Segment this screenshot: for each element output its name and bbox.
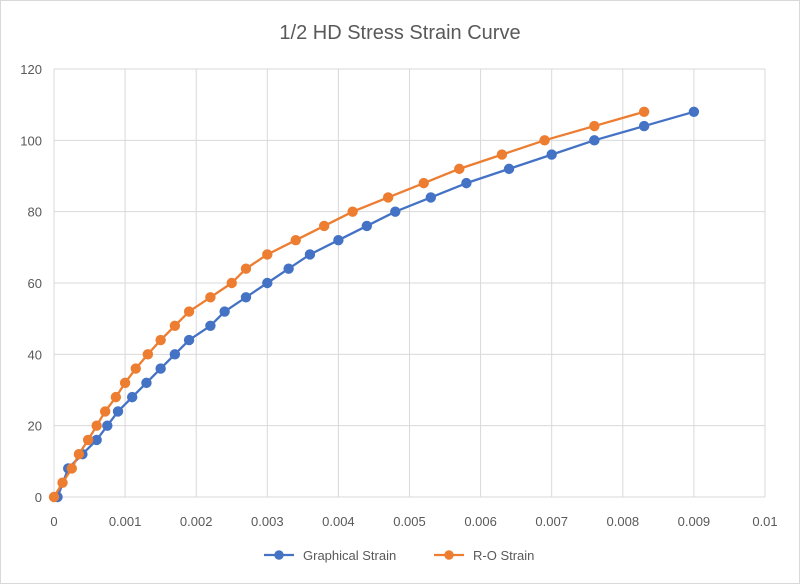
graphical-strain-data-point <box>127 391 138 403</box>
r-o-strain-data-point <box>347 206 358 217</box>
r-o-strain-data-point <box>382 192 394 203</box>
graphical-strain-data-point <box>589 135 600 146</box>
x-tick-label: 0 <box>50 514 57 529</box>
x-tick-label: 0.01 <box>752 514 777 529</box>
y-tick-label: 120 <box>20 62 42 77</box>
x-tick-label: 0.007 <box>535 514 568 529</box>
r-o-strain-data-point <box>73 449 85 460</box>
graphical-strain-data-point <box>546 149 557 160</box>
graphical-strain-data-point <box>688 106 700 118</box>
graphical-strain-data-point <box>304 249 316 260</box>
y-tick-label: 80 <box>28 205 42 220</box>
graphical-strain-data-point <box>240 292 252 303</box>
r-o-strain-data-point <box>82 434 94 446</box>
r-o-strain-data-point <box>205 292 216 303</box>
series-layer <box>48 106 700 503</box>
x-tick-label: 0.009 <box>678 514 711 529</box>
graphical-strain-data-point <box>333 235 344 246</box>
y-tick-label: 60 <box>28 276 42 291</box>
graphical-strain-data-point <box>503 163 515 175</box>
r-o-strain-data-point <box>318 220 330 232</box>
graphical-strain-data-point <box>155 363 166 374</box>
graphical-strain-legend-marker <box>274 550 284 560</box>
r-o-strain-data-point <box>99 406 111 417</box>
graphical-strain-data-point <box>390 206 401 217</box>
y-tick-label: 100 <box>20 133 42 148</box>
x-tick-label: 0.001 <box>109 514 142 529</box>
r-o-strain-data-point <box>454 163 465 175</box>
graphical-strain-data-point <box>283 263 294 274</box>
r-o-strain-data-point <box>66 463 77 474</box>
graphical-strain-data-point <box>91 434 102 446</box>
r-o-strain-data-point <box>240 263 252 274</box>
graphical-strain-legend-label: Graphical Strain <box>303 548 396 563</box>
tick-labels: 0 20 40 60 80 100 120 0 0.001 0.002 0.003 0.004 0.00… <box>20 62 777 529</box>
r-o-strain-data-point <box>290 235 301 246</box>
y-tick-label: 0 <box>35 490 42 505</box>
x-tick-label: 0.004 <box>322 514 355 529</box>
x-tick-label: 0.005 <box>393 514 426 529</box>
r-o-strain-data-point <box>418 177 429 189</box>
r-o-strain-data-point <box>638 106 650 118</box>
r-o-strain-data-point <box>539 135 550 146</box>
x-tick-label: 0.003 <box>251 514 284 529</box>
x-tick-label: 0.008 <box>607 514 640 529</box>
graphical-strain-data-point <box>461 177 472 189</box>
graphical-strain-data-point <box>112 406 124 417</box>
graphical-strain-data-point <box>219 306 230 317</box>
legend: Graphical Strain R-O Strain <box>264 548 534 563</box>
r-o-strain-data-point <box>226 277 237 289</box>
graphical-strain-data-point <box>205 320 216 331</box>
graphical-strain-data-point <box>638 120 650 132</box>
x-tick-label: 0.006 <box>464 514 497 529</box>
r-o-strain-data-point <box>91 420 102 431</box>
graphical-strain-data-point <box>361 220 373 232</box>
r-o-strain-data-point <box>496 149 508 160</box>
r-o-strain-series-line <box>52 110 646 499</box>
graphical-strain-data-point <box>169 349 181 360</box>
graphical-strain-data-point <box>102 420 113 431</box>
r-o-strain-data-point <box>48 491 60 503</box>
graphical-strain-data-point <box>262 277 273 289</box>
graphical-strain-data-point <box>183 334 195 346</box>
r-o-strain-data-point <box>183 306 195 317</box>
r-o-strain-data-point <box>110 391 122 403</box>
r-o-strain-data-point <box>119 377 131 389</box>
grid <box>53 68 766 498</box>
graphical-strain-data-point <box>141 377 152 389</box>
x-tick-label: 0.002 <box>180 514 213 529</box>
chart-title: 1/2 HD Stress Strain Curve <box>279 22 520 44</box>
graphical-strain-series-line <box>56 110 696 499</box>
r-o-strain-legend-label: R-O Strain <box>473 548 534 563</box>
r-o-strain-data-point <box>155 334 166 346</box>
r-o-strain-data-point <box>57 477 68 488</box>
y-tick-label: 40 <box>28 347 42 362</box>
graphical-strain-data-point <box>425 192 437 203</box>
r-o-strain-data-point <box>142 349 154 360</box>
r-o-strain-data-point <box>262 249 273 260</box>
r-o-strain-data-point <box>589 120 600 132</box>
y-tick-label: 20 <box>28 419 42 434</box>
r-o-strain-data-point <box>169 320 181 331</box>
r-o-strain-data-point <box>130 363 141 374</box>
r-o-strain-legend-marker <box>444 550 454 560</box>
